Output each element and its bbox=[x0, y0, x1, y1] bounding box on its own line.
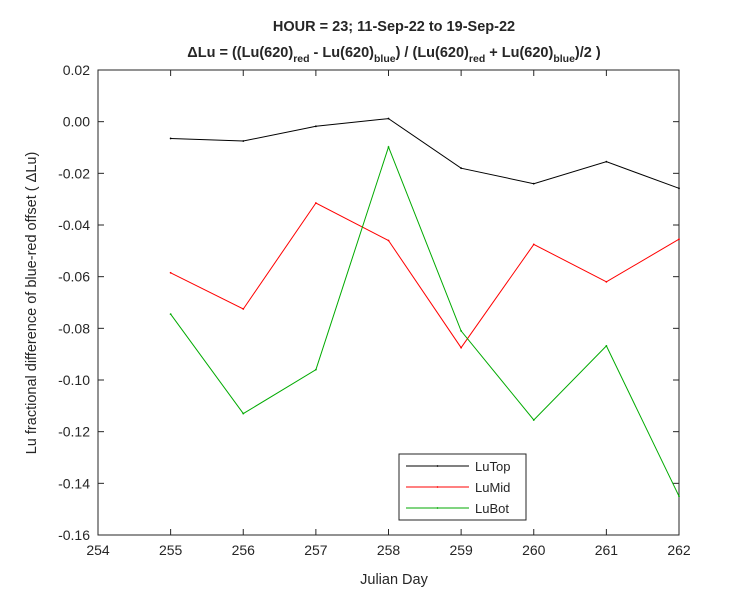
legend: LuTop LuMid LuBot bbox=[398, 453, 527, 521]
data-point-lumid bbox=[314, 202, 317, 204]
data-point-lumid bbox=[678, 238, 680, 241]
x-axis-ticks: 254 255 256 257 258 259 260 261 262 bbox=[86, 70, 691, 558]
x-axis-label: Julian Day bbox=[360, 572, 428, 588]
x-tick-label: 259 bbox=[449, 542, 473, 558]
series-line-lumid bbox=[170, 202, 680, 349]
title-subscript-blue-2: blue bbox=[553, 53, 575, 65]
y-tick-label: 0.02 bbox=[63, 62, 90, 78]
data-point-lumid bbox=[605, 280, 608, 283]
data-point-lumid bbox=[169, 271, 172, 274]
data-point-lumid bbox=[460, 346, 463, 349]
data-point-lubot bbox=[314, 368, 317, 371]
x-tick-label: 262 bbox=[667, 542, 691, 558]
series-line-lutop bbox=[170, 118, 680, 189]
y-axis-label: Lu fractional difference of blue-red off… bbox=[24, 152, 40, 455]
x-tick-label: 256 bbox=[232, 542, 256, 558]
data-point-lutop bbox=[314, 125, 317, 128]
series-layer bbox=[169, 117, 680, 498]
x-tick-label: 254 bbox=[86, 542, 110, 558]
title-subscript-blue-1: blue bbox=[374, 53, 396, 65]
y-axis-ticks: 0.02 0.00 -0.02 -0.04 -0.06 -0.08 -0.10 -0.12 -0… bbox=[58, 62, 679, 543]
y-tick-label: -0.02 bbox=[58, 165, 90, 181]
title-formula-suffix: )/2 ) bbox=[575, 45, 601, 61]
y-tick-label: -0.12 bbox=[58, 424, 90, 440]
data-point-lutop bbox=[387, 117, 390, 120]
x-tick-label: 261 bbox=[595, 542, 619, 558]
data-point-lutop bbox=[678, 187, 680, 190]
data-point-lubot bbox=[169, 313, 172, 316]
data-point-lubot bbox=[242, 412, 245, 415]
legend-label-lutop: LuTop bbox=[475, 459, 510, 474]
data-point-lubot bbox=[532, 419, 535, 421]
data-point-lubot bbox=[460, 330, 463, 332]
data-point-lubot bbox=[605, 345, 608, 347]
data-point-lumid bbox=[242, 308, 245, 310]
x-tick-label: 258 bbox=[377, 542, 401, 558]
title-subscript-red-2: red bbox=[469, 53, 485, 65]
x-tick-label: 260 bbox=[522, 542, 546, 558]
y-tick-label: -0.10 bbox=[58, 372, 90, 388]
title-formula-prefix: ΔLu = ((Lu(620) bbox=[187, 45, 293, 61]
data-point-lumid bbox=[387, 239, 390, 242]
plot-area bbox=[97, 69, 680, 536]
data-point-lutop bbox=[460, 167, 463, 170]
y-tick-label: -0.04 bbox=[58, 217, 90, 233]
y-tick-label: -0.14 bbox=[58, 475, 90, 491]
x-tick-label: 255 bbox=[159, 542, 183, 558]
y-tick-label: -0.08 bbox=[58, 320, 90, 336]
data-point-lubot bbox=[387, 146, 390, 148]
y-tick-label: -0.06 bbox=[58, 269, 90, 285]
series-line-lubot bbox=[170, 145, 680, 497]
legend-marker-lubot bbox=[436, 507, 439, 509]
chart-title-line-1: HOUR = 23; 11-Sep-22 to 19-Sep-22 bbox=[273, 19, 515, 35]
legend-marker-lumid bbox=[436, 486, 439, 488]
title-formula-mid-1: - Lu(620) bbox=[310, 45, 375, 61]
chart-title-line-2: ΔLu = ((Lu(620)red - Lu(620)blue) / (Lu(… bbox=[187, 45, 601, 65]
legend-items: LuTop LuMid LuBot bbox=[406, 459, 510, 516]
legend-label-lubot: LuBot bbox=[475, 501, 509, 516]
data-point-lubot bbox=[678, 495, 680, 498]
legend-label-lumid: LuMid bbox=[475, 480, 510, 495]
data-point-lumid bbox=[532, 243, 535, 246]
data-point-lutop bbox=[605, 160, 608, 163]
title-formula-mid-3: + Lu(620) bbox=[485, 45, 553, 61]
data-point-lutop bbox=[242, 140, 245, 142]
title-subscript-red-1: red bbox=[293, 53, 309, 65]
y-tick-label: -0.16 bbox=[58, 527, 90, 543]
legend-marker-lutop bbox=[436, 465, 439, 467]
title-formula-mid-2: ) / (Lu(620) bbox=[396, 45, 469, 61]
data-point-lutop bbox=[532, 182, 535, 185]
y-tick-label: 0.00 bbox=[63, 114, 90, 130]
data-point-lutop bbox=[169, 137, 172, 140]
x-tick-label: 257 bbox=[304, 542, 328, 558]
